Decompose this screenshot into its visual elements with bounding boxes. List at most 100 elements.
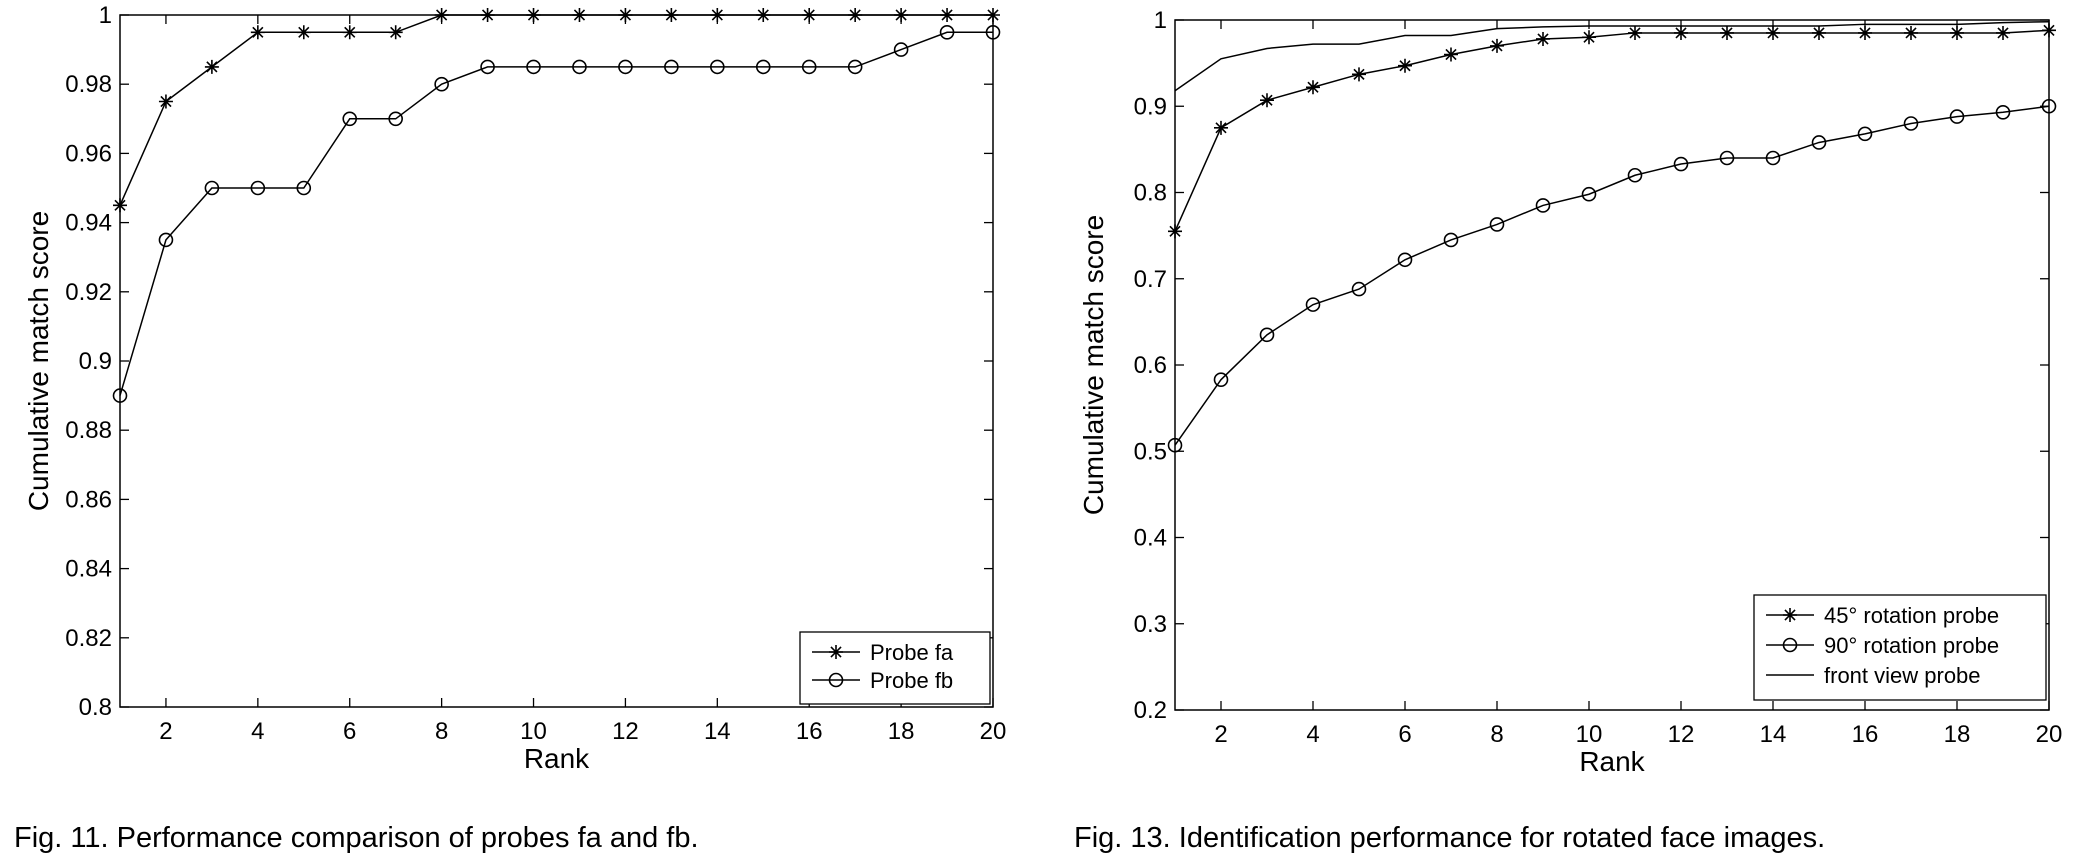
data-point [1766,25,1780,40]
data-point [618,8,633,22]
x-axis-label: Rank [524,743,590,774]
x-tick-label: 14 [704,718,731,745]
data-point [1536,31,1550,46]
data-point [572,59,587,75]
data-point [342,111,358,127]
y-tick-label: 0.5 [1134,438,1167,465]
legend-entry: Probe fb [870,668,953,693]
data-point [939,24,955,40]
data-point [2042,23,2056,38]
x-tick-label: 2 [159,718,172,745]
data-point [1949,109,1965,124]
x-tick-label: 12 [612,718,639,745]
data-point [112,388,128,403]
x-tick-label: 12 [1668,721,1695,748]
legend-entry: 45° rotation probe [1824,603,1999,628]
data-point [802,8,817,22]
series-line [1174,105,2050,446]
data-point [204,180,220,196]
series-line [119,14,993,206]
y-tick-label: 0.3 [1134,611,1167,638]
y-tick-label: 0.96 [65,140,112,167]
y-tick-label: 0.98 [65,71,112,98]
series-line [1174,20,2050,92]
legend-box [1753,594,2047,701]
data-point [848,8,863,22]
data-point [1490,38,1504,53]
y-tick-label: 0.7 [1134,266,1167,293]
series-1 [1168,23,2056,239]
x-tick-label: 10 [1576,721,1603,748]
data-point [1398,58,1412,73]
series-2 [1167,98,2057,453]
figure-caption: Fig. 13. Identification performance for … [1074,822,1825,854]
data-point [1535,198,1551,213]
data-point [1903,116,1919,131]
legend-marker [1783,608,1797,622]
data-point [847,59,863,75]
legend-entry: front view probe [1824,663,1981,688]
legend-entry: Probe fa [870,640,954,665]
legend: Probe fa Probe fb [799,631,991,705]
data-point [710,8,725,22]
chart-2: 2 4 6 8 10 12 14 16 18 20 0.2 0.3 0.4 0.5 0.6 0.7 0.8 0.9… [1074,7,2062,854]
data-point [434,8,449,22]
data-point [250,180,266,196]
data-point [801,59,817,75]
y-axis-label: Cumulative match score [23,211,54,511]
legend-marker [829,645,843,659]
x-tick-label: 20 [2036,721,2063,748]
data-point [1627,167,1643,183]
legend-box [799,631,991,705]
data-point [1673,156,1689,172]
data-point [1259,327,1275,343]
y-tick-label: 0.84 [65,556,112,583]
data-point [526,8,541,22]
series-line [1174,29,2050,232]
x-tick-label: 14 [1760,721,1787,748]
data-point [710,59,725,75]
legend: 45° rotation probe 90° rotation probe fron… [1753,594,2047,701]
y-tick-label: 0.8 [79,694,112,721]
data-point [664,8,679,22]
data-point [1351,281,1367,297]
x-tick-label: 16 [796,718,823,745]
x-tick-label: 2 [1214,721,1227,748]
legend-entry: 90° rotation probe [1824,633,1999,658]
data-point [1581,186,1597,202]
y-tick-label: 1 [99,2,112,29]
data-point [1858,25,1872,40]
data-point [204,59,219,74]
data-point [1397,252,1413,268]
data-point [1168,224,1182,239]
data-point [526,59,541,75]
series-2 [112,24,1001,403]
series-3 [1174,20,2050,92]
y-tick-label: 0.82 [65,625,112,652]
data-point [1719,150,1735,166]
data-point [618,59,633,75]
data-point [1260,93,1274,108]
series-line [119,31,993,396]
data-point [985,24,1001,40]
data-point [434,76,449,92]
y-tick-label: 1 [1154,7,1167,34]
x-tick-label: 10 [520,718,547,745]
y-tick-label: 0.8 [1134,180,1167,207]
legend-marker [828,672,844,688]
data-point [1305,297,1321,312]
data-point [1812,25,1826,40]
data-point [1811,135,1827,150]
data-point [755,59,771,75]
y-tick-label: 0.4 [1134,525,1167,552]
chart-1: 2 4 6 8 10 12 14 16 18 20 0.8 0.82 0.84 0.86 0.88 0.9 0.… [14,2,1006,854]
data-point [1213,372,1229,387]
data-point [893,42,909,57]
x-tick-label: 6 [343,718,356,745]
x-tick-label: 20 [980,718,1007,745]
x-tick-label: 18 [888,718,915,745]
figure-caption: Fig. 11. Performance comparison of probe… [14,822,699,854]
data-point [894,8,909,22]
series-1 [113,8,1000,213]
